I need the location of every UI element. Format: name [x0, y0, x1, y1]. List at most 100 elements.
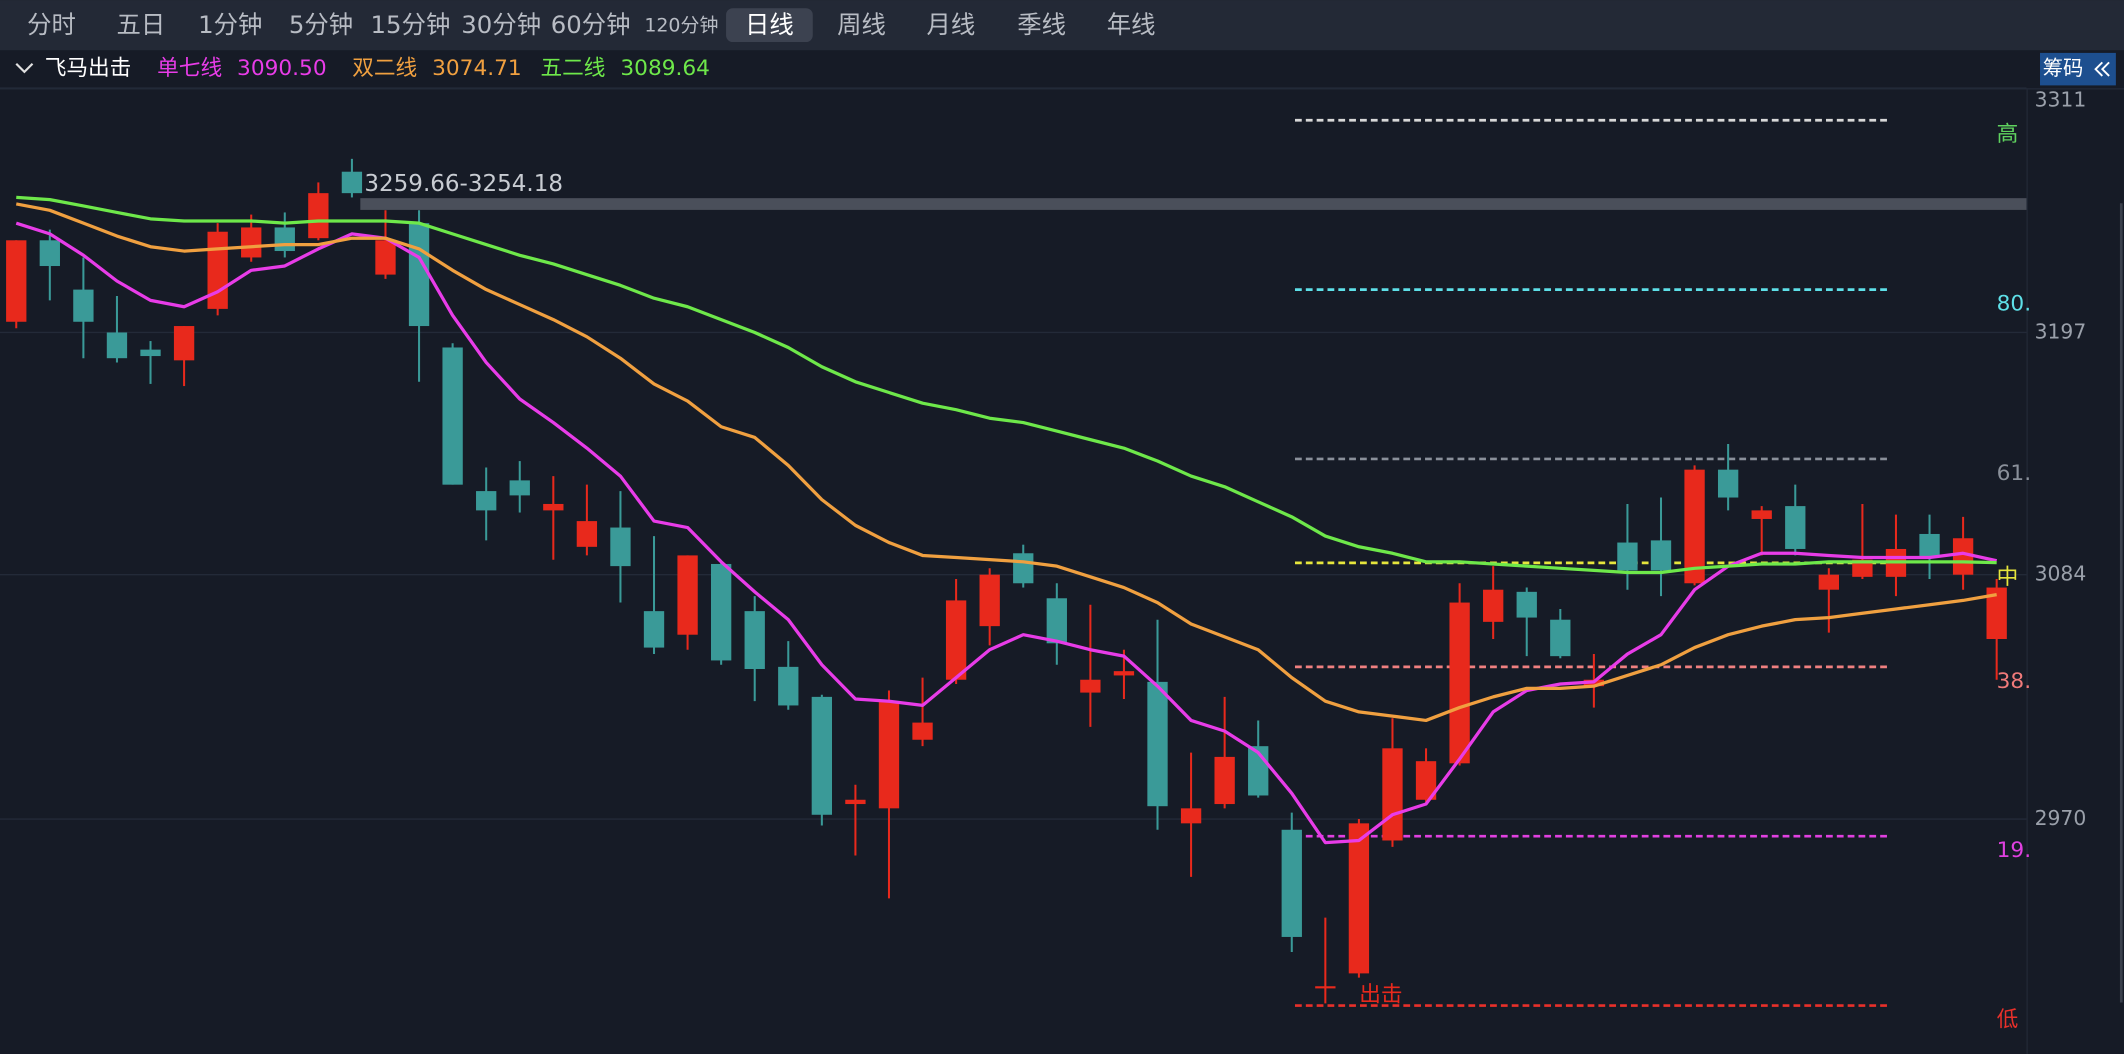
candle-body [509, 480, 530, 496]
candle-body [1348, 823, 1370, 974]
period-tab[interactable]: 60分钟 [551, 10, 631, 39]
period-tab[interactable]: 分时 [27, 10, 76, 39]
gap-label: 3259.66-3254.18 [364, 171, 563, 197]
y-tick-label: 2970 [2035, 806, 2087, 830]
candle-body [1415, 761, 1437, 800]
period-tab[interactable]: 五日 [117, 10, 166, 39]
candle-body [1046, 598, 1067, 644]
candle-body [1449, 602, 1470, 764]
legend-value: 3089.64 [620, 56, 710, 81]
candle-body [73, 289, 94, 322]
candle-body [979, 574, 1000, 627]
candle-body [140, 349, 161, 357]
period-tab[interactable]: 15分钟 [371, 10, 451, 39]
indicator-name[interactable]: 飞马出击 [45, 56, 132, 81]
chip-button-label[interactable]: 筹码 [2043, 56, 2084, 80]
legend-name: 五二线 [540, 56, 605, 81]
candle-body [1617, 542, 1638, 571]
candle-body [106, 332, 128, 359]
candle-body [6, 240, 27, 322]
period-tab[interactable]: 日线 [745, 10, 794, 39]
signal-annotation: 出击 [1359, 982, 1402, 1007]
candle-body [1717, 469, 1739, 498]
level-label: 低 [1997, 1007, 2019, 1032]
candle-body [1180, 808, 1202, 824]
level-label: 中 [1997, 565, 2019, 590]
candle-body [1986, 587, 2007, 639]
candle-body [173, 326, 195, 361]
level-label: 19. [1997, 838, 2031, 863]
legend-value: 3090.50 [237, 56, 327, 81]
level-label: 80. [1997, 292, 2031, 317]
legend-value: 3074.71 [432, 56, 522, 81]
level-label: 38. [1997, 669, 2031, 694]
candle-body [878, 701, 900, 809]
candle-body [1852, 559, 1873, 577]
indicator-chevron[interactable] [15, 62, 34, 74]
collapse-icon[interactable] [2094, 61, 2110, 77]
candle-body [308, 193, 329, 239]
moving-average-line [15, 221, 1998, 845]
candle-body [710, 563, 732, 661]
period-tab[interactable]: 季线 [1017, 10, 1066, 39]
candle-body [1483, 589, 1504, 622]
active-tab-bg[interactable] [726, 8, 813, 43]
level-label: 61. [1997, 461, 2031, 486]
period-tab[interactable]: 30分钟 [461, 10, 541, 39]
period-tab[interactable]: 1分钟 [198, 10, 262, 39]
plot-area: 3259.66-3254.18 高 80. 61. 中 38. 19. 低 出击 [0, 87, 2031, 1032]
candle-body [408, 223, 430, 327]
candle-body [1147, 681, 1168, 807]
candle-body [1684, 469, 1705, 584]
y-tick-label: 3311 [2035, 87, 2087, 111]
candle-body [442, 347, 463, 485]
y-tick-label: 3084 [2035, 562, 2087, 586]
period-tab[interactable]: 周线 [837, 10, 886, 39]
candle-body [476, 491, 497, 511]
candle-body [1952, 538, 1974, 575]
period-tab[interactable]: 月线 [927, 10, 976, 39]
candle-body [1080, 679, 1101, 693]
candle-body [1382, 748, 1403, 841]
candle-body [39, 240, 60, 267]
candle-body [1113, 671, 1135, 676]
candle-body [341, 171, 363, 194]
y-tick-label: 2856 [2035, 1050, 2087, 1054]
candle-body [845, 799, 866, 805]
candle-body [1013, 553, 1034, 584]
moving-average-line [16, 195, 1997, 575]
period-tab[interactable]: 5分钟 [289, 10, 353, 39]
candle-body [576, 521, 598, 547]
candle-body [207, 231, 228, 309]
candle-body [912, 722, 933, 740]
candle-body [1550, 619, 1571, 657]
legend-name: 单七线 [157, 56, 222, 81]
candle-body [677, 555, 698, 635]
candle-body [1315, 986, 1336, 989]
candle-body [1919, 533, 1940, 558]
moving-average-line [15, 202, 1997, 723]
candle-body [1785, 506, 1806, 549]
period-tab-bar [0, 0, 2124, 51]
candle-body [1516, 591, 1537, 618]
candle-body [778, 666, 799, 706]
candle-body [610, 527, 631, 567]
candle-body [274, 227, 295, 252]
candle-body [1751, 510, 1772, 519]
candle-body [945, 600, 967, 680]
candle-body [375, 240, 396, 275]
candle-body [1214, 756, 1235, 805]
candle-body [241, 227, 262, 258]
level-label: 高 [1997, 122, 2019, 147]
period-tab[interactable]: 年线 [1107, 10, 1156, 39]
candle-body [1818, 574, 1839, 590]
candle-body [811, 696, 833, 815]
candle-body [543, 503, 564, 511]
legend-name: 双二线 [352, 56, 417, 81]
period-tab[interactable]: 120分钟 [644, 14, 718, 36]
candle-body [1650, 540, 1672, 571]
y-tick-label: 3197 [2035, 319, 2087, 343]
candle-body [643, 611, 665, 648]
